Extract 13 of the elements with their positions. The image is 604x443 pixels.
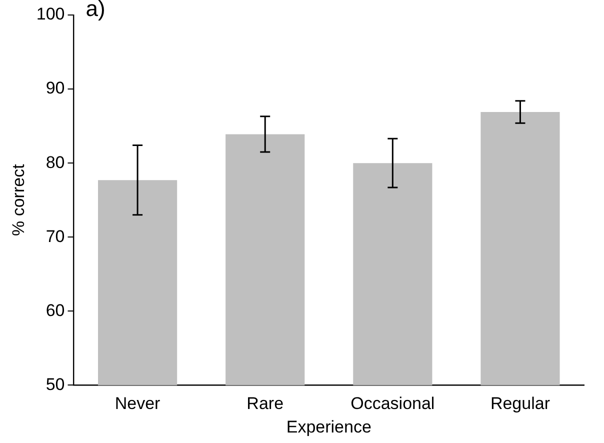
x-tick-label: Occasional xyxy=(350,394,435,414)
y-tick-label: 90 xyxy=(46,78,65,98)
y-tick-label: 60 xyxy=(46,300,65,320)
y-tick-label: 50 xyxy=(46,374,65,394)
x-tick-label: Regular xyxy=(490,394,550,414)
x-tick-label: Never xyxy=(114,394,161,414)
y-tick-label: 100 xyxy=(36,4,65,24)
y-tick-label: 70 xyxy=(46,226,65,246)
x-axis-title: Experience xyxy=(286,417,372,436)
y-axis-title: % correct xyxy=(8,164,28,236)
x-tick-label: Rare xyxy=(246,394,284,414)
annotation: a) xyxy=(86,0,106,22)
y-tick-label: 80 xyxy=(46,152,65,172)
